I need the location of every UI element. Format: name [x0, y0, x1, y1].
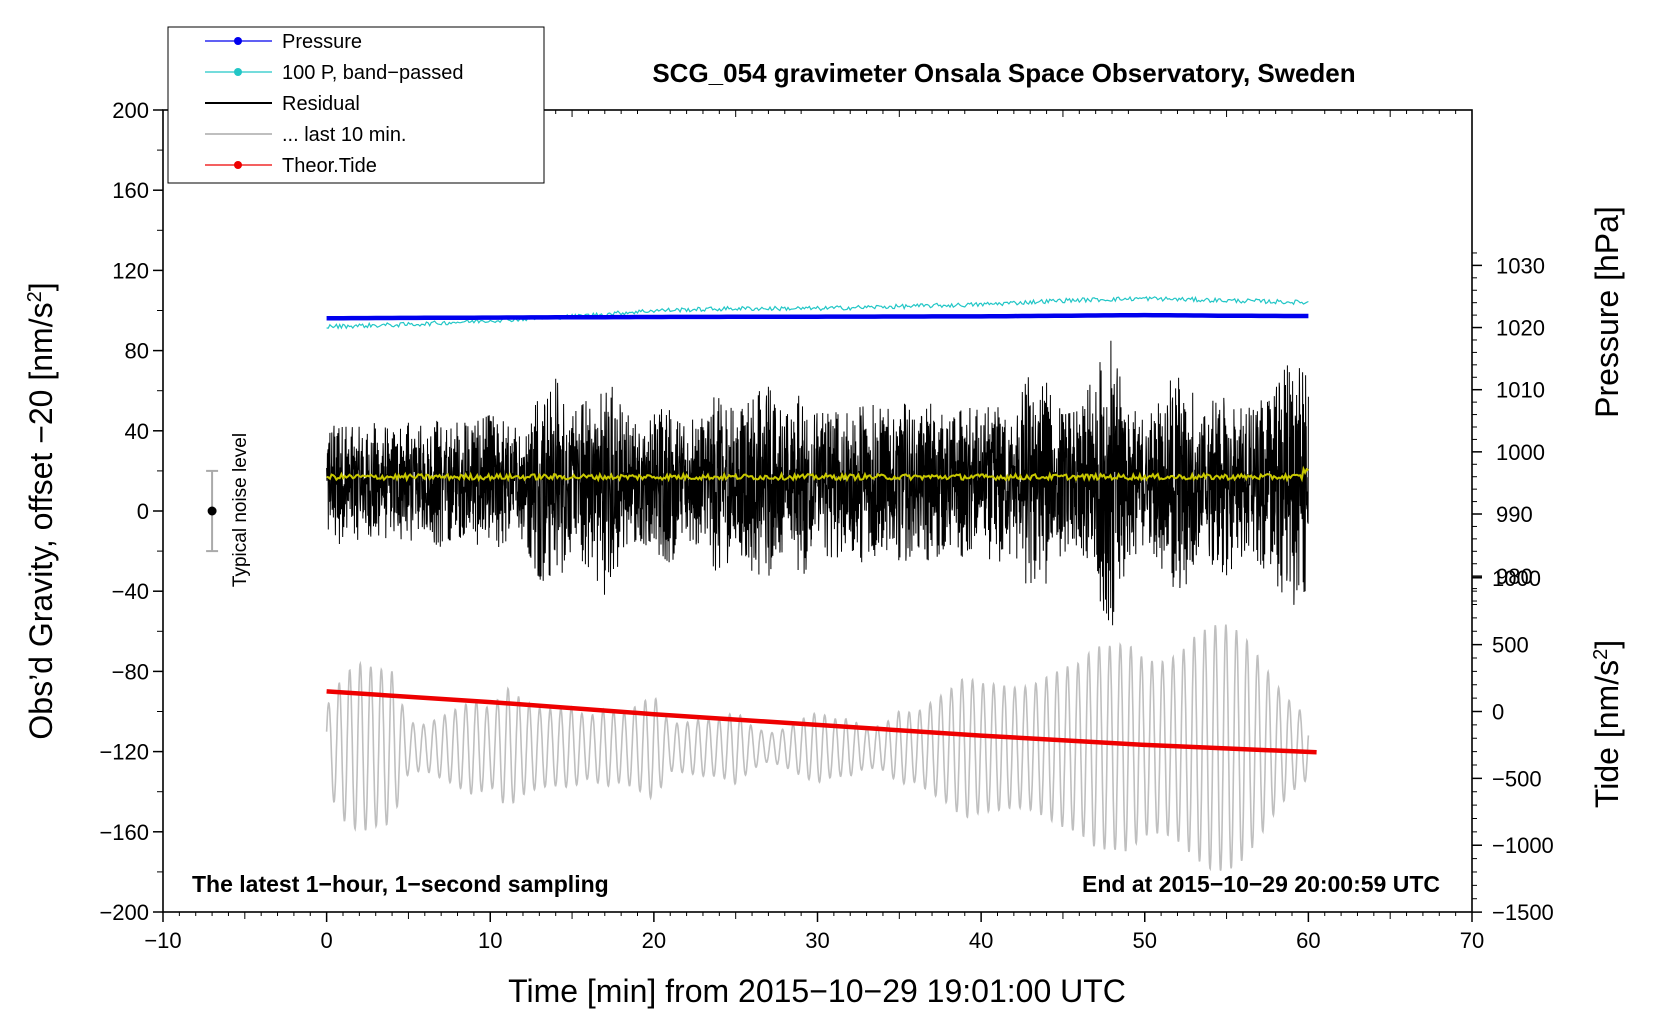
annotation-end-time: End at 2015−10−29 20:00:59 UTC	[1082, 871, 1440, 897]
tick-layer: −10 0 10 20 30 40 50 60 7020016012080400−40−80−1…	[99, 98, 1553, 953]
y-tick-label: −160	[99, 820, 149, 845]
y-axis-title-tide: Tide [nm/s2]	[1589, 640, 1625, 808]
tide-prefix: Tide [nm/s	[1589, 660, 1625, 808]
theor-tide-line	[326, 689, 1317, 755]
legend-label: Theor.Tide	[282, 155, 377, 177]
y-tick-label: 160	[112, 178, 149, 203]
y-tick-label: 40	[125, 419, 149, 444]
noise-level-label: Typical noise level	[230, 433, 251, 587]
x-tick-label: 70	[1460, 928, 1484, 953]
noise-level-indicator: Typical noise level	[206, 433, 251, 587]
pressure-tick-label: 1010	[1496, 378, 1545, 403]
y-tick-label: 200	[112, 98, 149, 123]
y-axis-title-left: Obs’d Gravity, offset −20 [nm/s2]	[23, 282, 59, 739]
tide-tick-label: 1000	[1492, 566, 1541, 591]
y-tick-label: 0	[137, 499, 149, 524]
legend-swatch-dot	[234, 37, 242, 45]
annotation-sampling: The latest 1−hour, 1−second sampling	[192, 871, 609, 897]
y-left-prefix: Obs’d Gravity, offset −20 [nm/s	[23, 302, 59, 739]
tide-tick-label: 500	[1492, 633, 1529, 658]
smoothed-residual-line	[326, 465, 1309, 483]
x-tick-label: 30	[805, 928, 829, 953]
residual-line	[326, 340, 1309, 626]
tide-superscript: 2	[1590, 649, 1612, 660]
y-tick-label: 80	[125, 339, 149, 364]
series-layer	[325, 295, 1317, 872]
legend: Pressure 100 P, band−passed Residual ... la…	[167, 26, 545, 184]
legend-label: Pressure	[282, 31, 362, 53]
legend-swatch-dot	[234, 161, 242, 169]
tide-tick-label: −1000	[1492, 833, 1554, 858]
y-axis-title-pressure: Pressure [hPa]	[1589, 206, 1625, 418]
last-10-min-line	[325, 624, 1310, 872]
y-left-suffix: ]	[23, 282, 59, 291]
legend-box	[167, 26, 545, 184]
legend-label: Residual	[282, 93, 360, 115]
pressure-tick-label: 1020	[1496, 316, 1545, 341]
pressure-tick-label: 980	[1496, 564, 1533, 589]
x-tick-label: −10	[144, 928, 181, 953]
legend-label: ... last 10 min.	[282, 124, 407, 146]
x-tick-label: 60	[1296, 928, 1320, 953]
pressure-tick-label: 990	[1496, 502, 1533, 527]
y-tick-label: −80	[112, 659, 149, 684]
x-axis-title: Time [min] from 2015−10−29 19:01:00 UTC	[508, 973, 1126, 1009]
noise-center-dot	[207, 506, 217, 516]
pressure-line	[326, 312, 1309, 321]
legend-label: 100 P, band−passed	[282, 62, 463, 84]
x-tick-label: 10	[478, 928, 502, 953]
tide-tick-label: −1500	[1492, 900, 1554, 925]
tide-tick-label: −500	[1492, 766, 1542, 791]
y-tick-label: −40	[112, 579, 149, 604]
x-tick-label: 40	[969, 928, 993, 953]
y-left-superscript: 2	[24, 291, 46, 302]
x-tick-label: 20	[642, 928, 666, 953]
tide-suffix: ]	[1589, 640, 1625, 649]
y-tick-label: −200	[99, 900, 149, 925]
pressure-tick-label: 1000	[1496, 440, 1545, 465]
y-tick-label: −120	[99, 740, 149, 765]
band-passed-line	[326, 295, 1309, 330]
pressure-tick-label: 1030	[1496, 253, 1545, 278]
y-tick-label: 120	[112, 258, 149, 283]
x-tick-label: 50	[1133, 928, 1157, 953]
legend-swatch-dot	[234, 68, 242, 76]
chart-title: SCG_054 gravimeter Onsala Space Observat…	[652, 58, 1355, 88]
x-tick-label: 0	[321, 928, 333, 953]
tide-tick-label: 0	[1492, 700, 1504, 725]
